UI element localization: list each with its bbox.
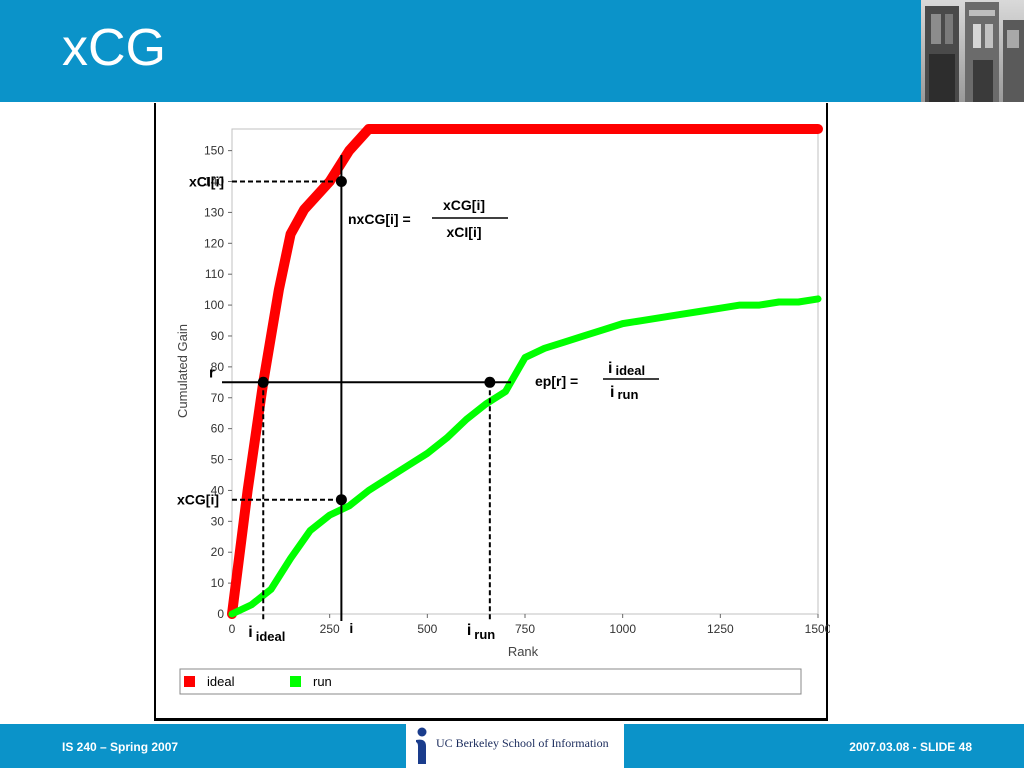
legend-box (179, 668, 802, 695)
x-tick-label: 1500 (805, 622, 830, 636)
series-line-run (228, 295, 822, 618)
annotation-layer: xCI[i] xCG[i] r i i ideal i run nxCG[i] = xCG[i] x… (177, 155, 659, 644)
y-tick-label: 140 (204, 175, 224, 189)
y-tick-label: 90 (211, 329, 225, 343)
berkeley-i-logo-icon (416, 727, 427, 764)
y-axis-label: Cumulated Gain (175, 324, 190, 418)
y-tick-label: 150 (204, 144, 224, 158)
slide-title: xCG (62, 19, 166, 77)
slide-number: 2007.03.08 - SLIDE 48 (849, 740, 972, 754)
y-tick-label: 60 (211, 422, 225, 436)
y-tick-label: 100 (204, 298, 224, 312)
y-tick-label: 40 (211, 483, 225, 497)
x-tick-label: 0 (229, 622, 236, 636)
x-tick-label: 500 (417, 622, 437, 636)
r-label: r (209, 364, 215, 381)
x-tick-label: 1250 (707, 622, 734, 636)
ep-formula-denominator: i run (610, 384, 638, 402)
x-tick-label: 1000 (609, 622, 636, 636)
nxcg-formula-numerator: xCG[i] (443, 197, 485, 213)
y-tick-label: 0 (217, 607, 224, 621)
xcg-label: xCG[i] (177, 492, 219, 508)
legend-label-run: run (313, 674, 332, 689)
xci-point (335, 176, 347, 188)
y-tick-label: 70 (211, 391, 225, 405)
i-label: i (349, 620, 353, 636)
nxcg-formula-lhs: nxCG[i] = (348, 211, 411, 227)
ep-formula-lhs: ep[r] = (535, 373, 578, 389)
series-line-ideal (227, 124, 823, 619)
x-axis-ticks: 0 250 500 750 1000 1250 1500 (229, 614, 830, 636)
course-label: IS 240 – Spring 2007 (62, 740, 179, 754)
plot-area (231, 128, 819, 615)
slide-footer: IS 240 – Spring 2007 UC Berkeley School … (0, 724, 1024, 768)
legend-label-ideal: ideal (207, 674, 235, 689)
y-tick-label: 120 (204, 236, 224, 250)
x-tick-label: 250 (320, 622, 340, 636)
i-run-label: i run (467, 622, 495, 642)
building-photo-icon (921, 0, 1024, 102)
y-tick-label: 80 (211, 360, 225, 374)
xci-label: xCI[i] (189, 174, 224, 190)
school-logo: UC Berkeley School of Information (406, 724, 624, 768)
y-tick-label: 10 (211, 576, 225, 590)
xcg-point (335, 494, 347, 506)
slide-header: xCG (0, 0, 1024, 102)
y-tick-label: 130 (204, 205, 224, 219)
xcg-chart: 0 10 20 30 40 50 60 70 80 90 100 110 120 130 140 150 0 2… (175, 124, 830, 695)
y-tick-label: 30 (211, 514, 225, 528)
school-name: UC Berkeley School of Information (436, 736, 609, 750)
y-tick-label: 50 (211, 453, 225, 467)
ep-formula-numerator: i ideal (608, 360, 645, 378)
legend-swatch-ideal (184, 676, 195, 687)
i-run-point (484, 376, 496, 388)
x-tick-label: 750 (515, 622, 535, 636)
y-tick-label: 110 (205, 267, 224, 281)
legend: ideal run (179, 668, 802, 695)
series-layer (227, 124, 823, 619)
nxcg-formula-denominator: xCI[i] (447, 224, 482, 240)
x-axis-label: Rank (508, 644, 539, 659)
y-tick-label: 20 (211, 545, 225, 559)
chart-panel: 0 10 20 30 40 50 60 70 80 90 100 110 120 130 140 150 0 2… (154, 103, 830, 721)
y-axis-ticks: 0 10 20 30 40 50 60 70 80 90 100 110 120 130 140 150 (204, 144, 232, 621)
legend-swatch-run (290, 676, 301, 687)
i-ideal-point (257, 376, 269, 388)
i-ideal-label: i ideal (248, 624, 285, 644)
